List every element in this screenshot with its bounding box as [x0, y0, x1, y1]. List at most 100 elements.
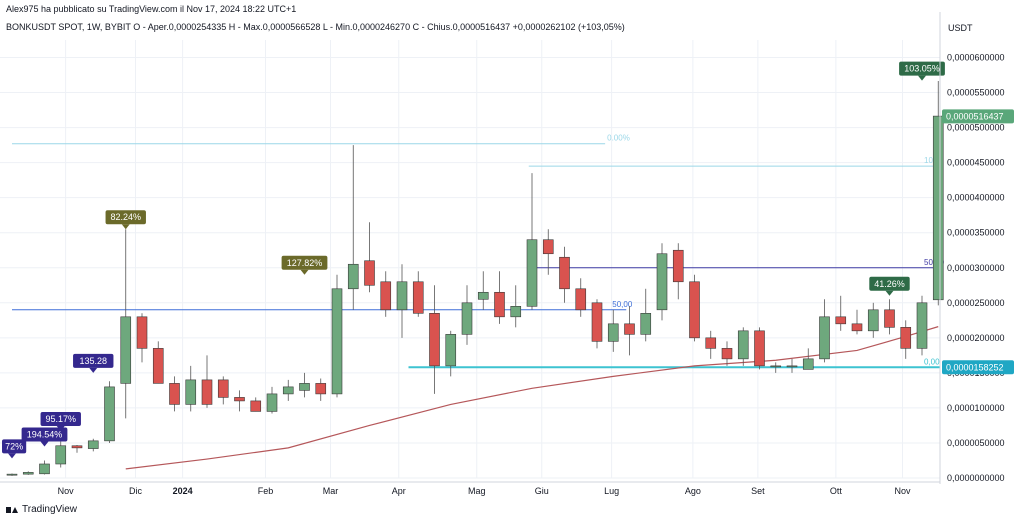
candle — [429, 285, 440, 394]
badge-pointer — [300, 269, 309, 275]
candle — [250, 397, 262, 412]
candle — [364, 222, 375, 293]
candle — [461, 285, 473, 345]
candle — [819, 299, 830, 363]
candle-body-up — [39, 463, 50, 475]
badge-box — [105, 210, 146, 225]
x-tick-label: Lug — [604, 486, 619, 496]
candle-body-down — [900, 327, 912, 349]
candle — [900, 320, 912, 359]
candle-body-down — [672, 249, 684, 283]
y-tick-label: 0,0000050000 — [947, 438, 1005, 448]
candle — [87, 438, 99, 452]
badge-label: 135.28 — [79, 356, 107, 366]
change-badge: 41.26% — [869, 276, 910, 296]
candle-body-up — [282, 386, 294, 395]
candle-body-down — [624, 323, 635, 335]
candle — [591, 299, 603, 349]
candle — [624, 306, 635, 356]
candle-body-down — [591, 302, 603, 342]
level-label-blue-level: 50,00 — [612, 300, 633, 309]
candle-body-down — [364, 260, 375, 286]
y-tick-label: 0,0000100000 — [947, 403, 1005, 413]
badge-pointer — [885, 290, 894, 296]
change-badge: 72% — [2, 439, 27, 459]
change-badges: 72% 194.54% 95.17% 135.28 82.24% 127.82% 41.26… — [2, 61, 945, 459]
y-tick-label: 0,0000450000 — [947, 158, 1005, 168]
x-tick-label: Ago — [685, 486, 701, 496]
candle-body-up — [819, 316, 830, 360]
candle-body-up — [770, 365, 782, 368]
badge-box — [73, 353, 114, 368]
y-tick-label: 0,0000400000 — [947, 193, 1005, 203]
candle — [672, 243, 684, 300]
candle — [932, 80, 944, 306]
y-tick-label: 0,0000550000 — [947, 88, 1005, 98]
candle-body-up — [55, 445, 67, 465]
change-badge: 82.24% — [105, 210, 146, 230]
candle — [510, 285, 522, 328]
candle — [477, 271, 489, 310]
candle-body-down — [429, 313, 440, 367]
change-badge: 103.05% — [899, 61, 945, 81]
candle — [396, 264, 408, 338]
candle — [640, 288, 652, 342]
x-tick-label: Mag — [468, 486, 486, 496]
candle-body-down — [201, 379, 213, 405]
candle-body-down — [689, 281, 700, 339]
publisher-line: Alex975 ha pubblicato su TradingView.com… — [6, 4, 297, 14]
badge-box — [2, 439, 27, 454]
time-axis: Nov Dic 2024 Feb Mar Apr Mag Giu Lug Ago Set Ott Nov — [0, 481, 940, 496]
candle-body-up — [932, 115, 944, 301]
footer-brand: TradingView — [22, 504, 78, 515]
level-label-fib-0: 0.00% — [607, 134, 630, 143]
candle-body-down — [575, 288, 587, 311]
candle-body-up — [396, 281, 408, 311]
candle — [494, 271, 505, 324]
y-tick-label: 0,0000300000 — [947, 263, 1005, 273]
candle — [22, 471, 34, 475]
candle-body-down — [169, 383, 180, 405]
candle — [770, 362, 782, 373]
candle-body-up — [737, 330, 749, 360]
candle — [6, 473, 18, 476]
x-tick-label: Feb — [258, 486, 274, 496]
symbol-ohlc-line: BONKUSDT SPOT, 1W, BYBIT O - Aper.0,0000… — [6, 22, 625, 32]
candle-body-down — [250, 400, 262, 412]
candle-body-down — [71, 445, 83, 449]
candle-body-down — [851, 323, 863, 332]
candle — [721, 341, 733, 366]
candle — [526, 173, 538, 310]
badge-label: 72% — [5, 441, 23, 451]
axis-unit-label: USDT — [948, 23, 973, 33]
candle-body-up — [104, 386, 115, 442]
badge-pointer — [918, 75, 926, 81]
candle — [347, 145, 359, 310]
price-axis: 0,0000000000 0,0000050000 0,0000100000 0,00… — [939, 12, 1014, 484]
level-label-fib-upper: 100 — [924, 156, 938, 165]
candle-body-up — [640, 313, 652, 335]
candle-body-down — [136, 316, 148, 349]
x-tick-label: Giu — [535, 486, 549, 496]
price-tag-label: 0,0000158252 — [946, 362, 1004, 372]
candle — [152, 341, 164, 384]
badge-box — [21, 427, 68, 442]
candle — [835, 295, 847, 331]
moving-average — [125, 326, 939, 470]
y-tick-label: 0,0000500000 — [947, 123, 1005, 133]
badge-label: 103.05% — [904, 64, 940, 74]
candle-body-up — [266, 393, 278, 412]
badge-pointer — [8, 453, 16, 459]
badge-pointer — [40, 441, 49, 447]
candle-body-down — [152, 348, 164, 384]
y-tick-label: 0,0000250000 — [947, 298, 1005, 308]
change-badge: 135.28 — [73, 353, 114, 373]
y-tick-label: 0,0000200000 — [947, 333, 1005, 343]
level-label-support: 0,00 — [924, 357, 940, 366]
badge-label: 194.54% — [27, 429, 63, 439]
change-badge: 127.82% — [281, 255, 328, 275]
candle — [104, 381, 115, 443]
candle-body-up — [526, 239, 538, 307]
